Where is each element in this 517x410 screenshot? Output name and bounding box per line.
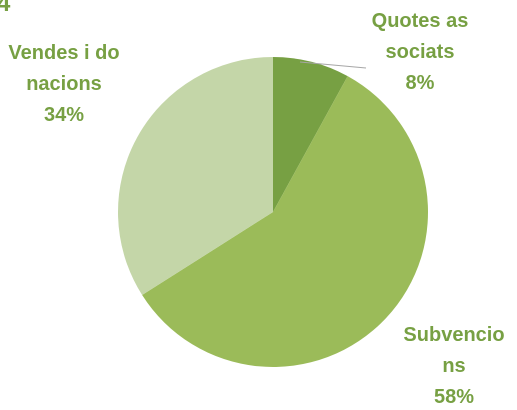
category-label: Quotes associats	[371, 10, 469, 63]
category-label: Vendes i donacions	[8, 42, 120, 95]
value-label: 34%	[43, 104, 85, 126]
chart-title: 4	[0, 0, 11, 17]
leader-line	[299, 61, 367, 69]
data-label: Subvencions 58%	[398, 320, 510, 410]
value-label: 58%	[433, 386, 475, 408]
category-label: Subvencions	[403, 324, 505, 377]
pie-slice	[142, 76, 429, 368]
pie-slice	[118, 57, 274, 296]
value-label: 8%	[405, 72, 435, 94]
pie-slice	[273, 57, 348, 212]
data-label: Vendes i donacions 34%	[8, 38, 120, 131]
data-label: Quotes associats 8%	[370, 6, 470, 99]
